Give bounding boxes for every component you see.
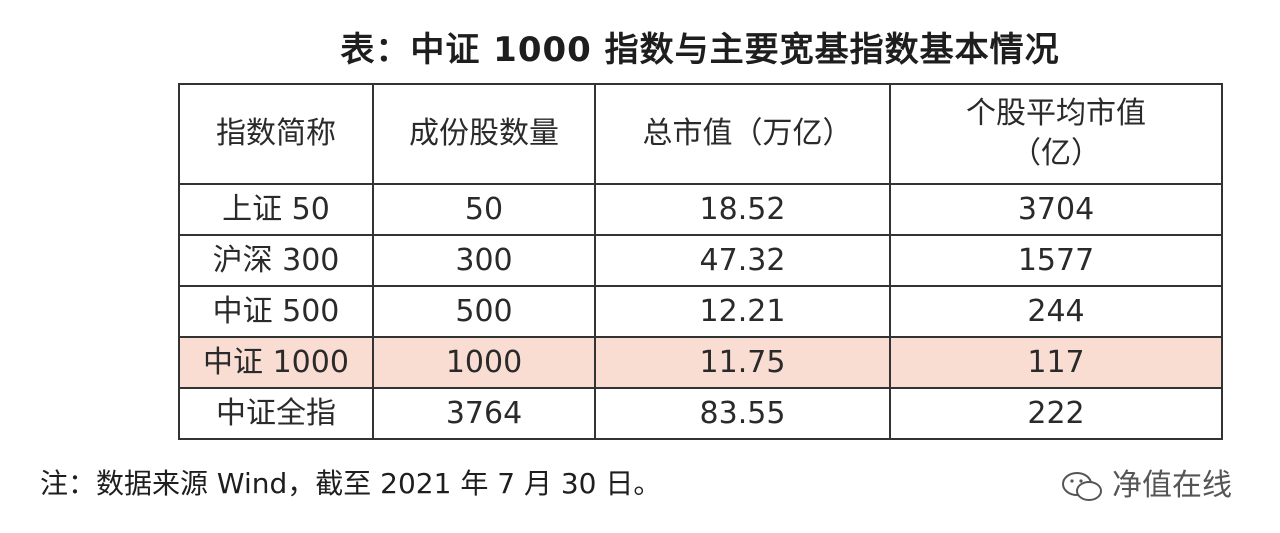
cell-text: 500	[455, 293, 513, 329]
table-cell: 12.21	[594, 285, 891, 338]
cell-text: 上证 50	[222, 191, 330, 227]
header-text: 成份股数量	[409, 116, 559, 151]
table-row: 上证 50 50 18.52 3704	[178, 183, 1223, 236]
cell-text: 117	[1027, 344, 1085, 380]
cell-text: 1000	[445, 344, 523, 380]
cell-text: 11.75	[699, 344, 786, 380]
table-cell: 11.75	[594, 336, 891, 389]
table-row: 中证 500 500 12.21 244	[178, 285, 1223, 338]
table-cell: 3704	[889, 183, 1223, 236]
cell-text: 18.52	[699, 191, 786, 227]
table-row: 沪深 300 300 47.32 1577	[178, 234, 1223, 287]
cell-text: 50	[464, 191, 504, 227]
table-cell: 沪深 300	[178, 234, 374, 287]
cell-text: 中证全指	[216, 395, 336, 431]
table-cell: 个股平均市值（亿）	[889, 83, 1223, 185]
table-cell: 500	[372, 285, 596, 338]
header-row: 指数简称 成份股数量 总市值（万亿） 个股平均市值（亿）	[178, 83, 1223, 185]
cell-text: 中证 500	[212, 293, 340, 329]
table-row: 中证 1000 1000 11.75 117	[178, 336, 1223, 389]
cell-text: 47.32	[699, 242, 786, 278]
table-cell: 指数简称	[178, 83, 374, 185]
source-note: 注：数据来源 Wind，截至 2021 年 7 月 30 日。	[40, 467, 662, 500]
cell-text: 3704	[1017, 191, 1095, 227]
table-cell: 上证 50	[178, 183, 374, 236]
table-cell: 中证 500	[178, 285, 374, 338]
cell-text: 300	[455, 242, 513, 278]
table-cell: 50	[372, 183, 596, 236]
cell-text: 沪深 300	[212, 242, 340, 278]
cell-text: 222	[1027, 395, 1085, 431]
table-cell: 18.52	[594, 183, 891, 236]
table-cell: 117	[889, 336, 1223, 389]
header-text: 个股平均市值（亿）	[966, 96, 1146, 171]
table-cell: 成份股数量	[372, 83, 596, 185]
watermark: 净值在线	[1060, 460, 1232, 505]
table-cell: 83.55	[594, 387, 891, 440]
header-text: 指数简称	[216, 116, 336, 151]
cell-text: 中证 1000	[203, 344, 349, 380]
cell-text: 244	[1027, 293, 1085, 329]
table-cell: 300	[372, 234, 596, 287]
table-cell: 222	[889, 387, 1223, 440]
table-title: 表：中证 1000 指数与主要宽基指数基本情况	[340, 30, 1060, 70]
table-cell: 总市值（万亿）	[594, 83, 891, 185]
table-cell: 1000	[372, 336, 596, 389]
cell-text: 12.21	[699, 293, 786, 329]
table-cell: 47.32	[594, 234, 891, 287]
header-text: 总市值（万亿）	[642, 116, 853, 151]
watermark-text: 净值在线	[1112, 468, 1232, 503]
cell-text: 3764	[445, 395, 523, 431]
data-table: 指数简称 成份股数量 总市值（万亿） 个股平均市值（亿） 上证 50 50 18.52 370…	[178, 83, 1223, 440]
cell-text: 1577	[1017, 242, 1095, 278]
table-cell: 3764	[372, 387, 596, 440]
table-cell: 中证 1000	[178, 336, 374, 389]
table-cell: 中证全指	[178, 387, 374, 440]
table-row: 中证全指 3764 83.55 222	[178, 387, 1223, 440]
table-cell: 1577	[889, 234, 1223, 287]
table-cell: 244	[889, 285, 1223, 338]
cell-text: 83.55	[699, 395, 786, 431]
wechat-icon	[1062, 471, 1102, 501]
